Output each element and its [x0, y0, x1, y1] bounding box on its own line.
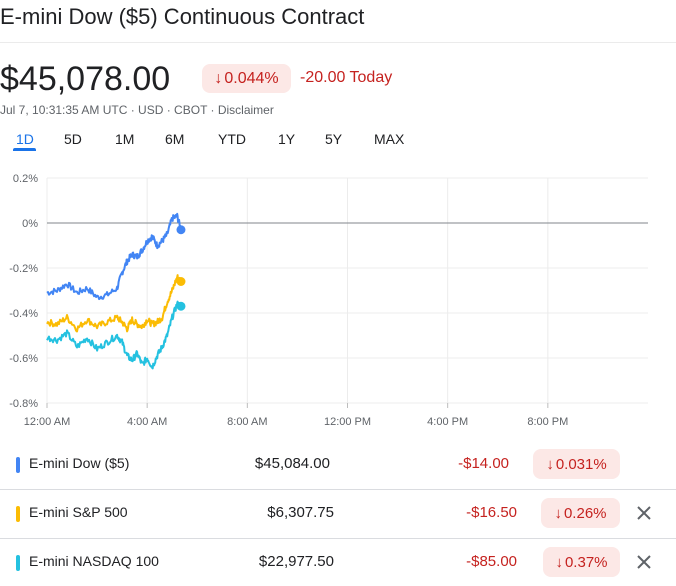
y-tick-label: -0.2%: [9, 263, 38, 275]
row-name: E-mini S&P 500: [29, 504, 128, 520]
range-tab-ytd[interactable]: YTD: [218, 131, 246, 147]
x-tick-label: 12:00 PM: [324, 416, 371, 428]
y-tick-label: 0%: [22, 218, 38, 230]
title-divider: [0, 42, 676, 43]
row-change-chip: ↓ 0.37%: [543, 547, 620, 577]
close-icon: [637, 506, 651, 520]
row-value: $45,084.00: [254, 455, 330, 472]
row-change-percent: 0.26%: [563, 504, 607, 522]
row-change-percent: 0.031%: [555, 455, 607, 473]
remove-comparison-button[interactable]: [632, 550, 656, 574]
table-row-nasdaq[interactable]: E-mini NASDAQ 100 $22,977.50 -$85.00 ↓ 0…: [0, 538, 676, 586]
series-swatch-nasdaq: [16, 555, 20, 571]
page-title: E-mini Dow ($5) Continuous Contract: [0, 4, 365, 29]
range-tab-1y[interactable]: 1Y: [278, 131, 296, 147]
series-endpoint-2: [176, 301, 186, 311]
x-tick-label: 8:00 PM: [527, 416, 568, 428]
series-swatch-dow: [16, 457, 20, 473]
row-name: E-mini Dow ($5): [29, 455, 130, 471]
row-change-chip: ↓ 0.26%: [541, 498, 620, 528]
series-endpoint-0: [176, 225, 186, 235]
active-range-indicator: [13, 148, 36, 151]
x-tick-label: 12:00 AM: [24, 416, 70, 428]
close-icon: [637, 555, 651, 569]
down-arrow-icon: ↓: [546, 455, 554, 473]
y-tick-label: -0.6%: [9, 353, 38, 365]
series-line-0: [46, 212, 182, 301]
range-tab-6m[interactable]: 6M: [165, 131, 185, 147]
row-name: E-mini NASDAQ 100: [29, 553, 159, 569]
row-value: $6,307.75: [267, 504, 334, 521]
down-arrow-icon: ↓: [554, 504, 562, 522]
row-change-percent: 0.37%: [564, 553, 608, 571]
x-tick-label: 4:00 PM: [427, 416, 468, 428]
row-change: -$14.00: [458, 455, 509, 472]
price-change-percent: 0.044%: [224, 69, 279, 87]
y-tick-label: -0.8%: [9, 398, 38, 410]
range-tab-1m[interactable]: 1M: [115, 131, 135, 147]
y-tick-label: -0.4%: [9, 308, 38, 320]
quote-meta: Jul 7, 10:31:35 AM UTC · USD · CBOT · Di…: [0, 103, 274, 117]
range-tab-max[interactable]: MAX: [374, 131, 405, 147]
row-divider: [0, 489, 676, 490]
x-tick-label: 4:00 AM: [127, 416, 167, 428]
row-change-chip: ↓ 0.031%: [533, 449, 620, 479]
series-line-2: [46, 300, 182, 370]
range-tab-5y[interactable]: 5Y: [325, 131, 343, 147]
row-value: $22,977.50: [258, 553, 334, 570]
range-tab-5d[interactable]: 5D: [64, 131, 82, 147]
down-arrow-icon: ↓: [214, 69, 223, 87]
series-line-1: [46, 274, 182, 333]
row-change: -$16.50: [466, 504, 517, 521]
price-change-today: -20.00 Today: [300, 69, 393, 86]
table-row-dow[interactable]: E-mini Dow ($5) $45,084.00 -$14.00 ↓ 0.0…: [0, 440, 676, 488]
range-tab-1d[interactable]: 1D: [16, 131, 34, 147]
series-endpoint-1: [176, 277, 186, 286]
y-tick-label: 0.2%: [13, 173, 38, 185]
price-chart[interactable]: 0.2% 0% -0.2% -0.4% -0.6% -0.8% 12:00 AM 4:00 A…: [0, 160, 676, 435]
row-change: -$85.00: [466, 553, 517, 570]
x-tick-label: 8:00 AM: [227, 416, 267, 428]
row-divider: [0, 538, 676, 539]
remove-comparison-button[interactable]: [632, 501, 656, 525]
down-arrow-icon: ↓: [555, 553, 563, 571]
table-row-sp500[interactable]: E-mini S&P 500 $6,307.75 -$16.50 ↓ 0.26%: [0, 489, 676, 537]
series-swatch-sp500: [16, 506, 20, 522]
current-price: $45,078.00: [0, 60, 171, 98]
price-change-chip: ↓ 0.044%: [202, 64, 291, 93]
